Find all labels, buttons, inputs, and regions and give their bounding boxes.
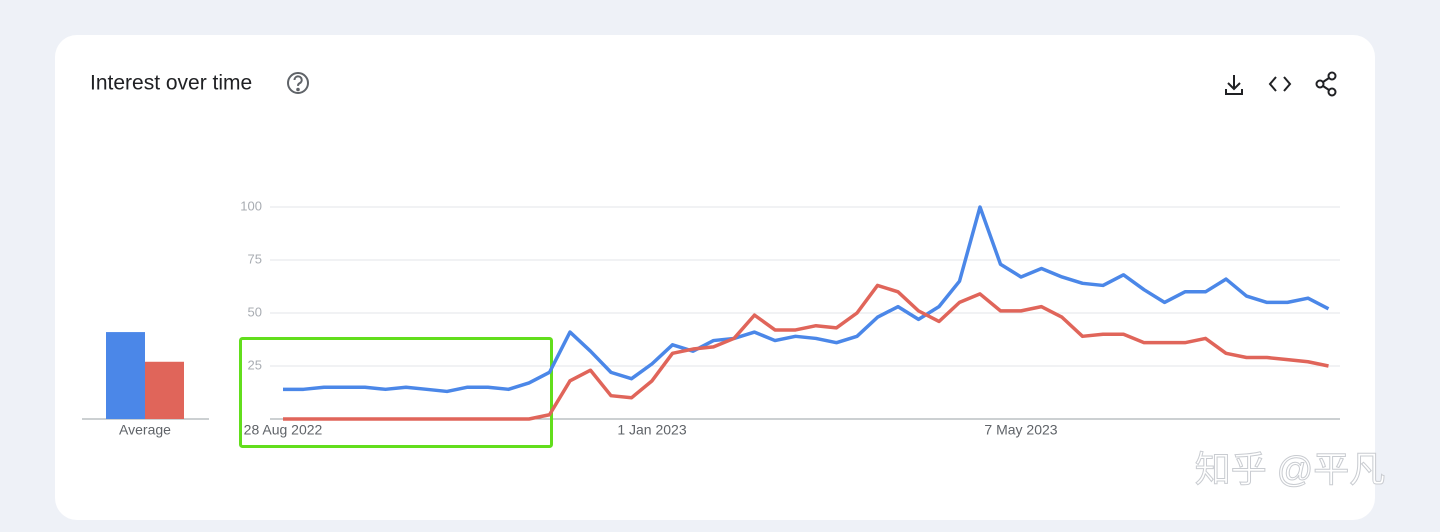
series-line xyxy=(283,283,1329,421)
y-tick-label: 75 xyxy=(248,251,262,266)
average-bar xyxy=(106,332,145,419)
watermark: 知乎 @平凡 xyxy=(1195,449,1386,490)
help-icon[interactable] xyxy=(287,72,309,94)
download-icon[interactable] xyxy=(1225,75,1243,95)
x-tick-label: 28 Aug 2022 xyxy=(244,422,323,438)
title: Interest over time xyxy=(90,72,252,95)
highlight-box xyxy=(239,337,553,448)
y-tick-label: 100 xyxy=(240,198,262,213)
x-tick-label: 1 Jan 2023 xyxy=(617,422,686,438)
share-icon[interactable] xyxy=(1315,71,1337,97)
y-tick-label: 25 xyxy=(248,357,262,372)
bar-label: Average xyxy=(119,422,171,438)
x-tick-label: 7 May 2023 xyxy=(984,422,1057,438)
embed-icon[interactable] xyxy=(1268,76,1292,92)
average-bar xyxy=(145,361,184,419)
y-tick-label: 50 xyxy=(248,304,262,319)
series-line xyxy=(283,205,1330,394)
card xyxy=(55,35,1375,520)
